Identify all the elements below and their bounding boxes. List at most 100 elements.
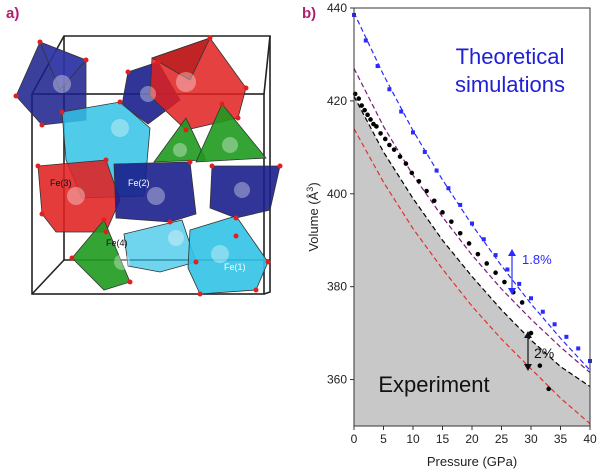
data-point bbox=[493, 270, 498, 276]
series-line-2 bbox=[353, 68, 591, 374]
series-line-4 bbox=[353, 95, 591, 388]
data-point bbox=[434, 168, 439, 173]
data-point bbox=[470, 221, 474, 226]
theory-label-line1: Theoretical bbox=[456, 44, 565, 69]
x-tick-label: 10 bbox=[406, 432, 420, 446]
data-point bbox=[375, 64, 380, 69]
blue-octahedron bbox=[209, 165, 281, 219]
data-point bbox=[440, 210, 445, 215]
data-point bbox=[424, 188, 429, 194]
data-point bbox=[374, 124, 379, 129]
data-point bbox=[540, 309, 545, 314]
y-axis-title: Volume (Å3) bbox=[305, 182, 321, 251]
red-octahedron-face bbox=[151, 37, 211, 81]
x-tick-label: 0 bbox=[351, 432, 358, 446]
x-tick-label: 15 bbox=[436, 432, 450, 446]
panel-a: a) bbox=[6, 5, 283, 297]
blue-octahedron bbox=[113, 161, 197, 223]
y-axis-title-main: Volume (Å bbox=[306, 191, 321, 251]
data-point bbox=[431, 198, 437, 204]
metal-atoms bbox=[53, 72, 250, 270]
data-point bbox=[449, 219, 454, 224]
data-point bbox=[564, 334, 569, 339]
arrowhead-up-icon bbox=[508, 249, 516, 256]
cyan-octahedron bbox=[123, 219, 197, 273]
x-tick-label: 30 bbox=[524, 432, 538, 446]
data-point bbox=[397, 154, 403, 159]
data-point bbox=[387, 87, 392, 92]
data-point bbox=[517, 281, 522, 286]
site-label-fe1: Fe(1) bbox=[224, 262, 246, 272]
data-point bbox=[411, 130, 415, 135]
data-point bbox=[537, 363, 543, 368]
x-tick-label: 40 bbox=[583, 432, 597, 446]
data-point bbox=[446, 186, 451, 191]
panel-b-label: b) bbox=[302, 5, 316, 22]
annotation-2-label: 2% bbox=[534, 345, 554, 361]
green-tetrahedron bbox=[153, 117, 207, 163]
data-point bbox=[378, 131, 383, 136]
data-point bbox=[505, 267, 510, 272]
data-point bbox=[399, 109, 404, 114]
tick-layer: 0 5 10 15 20 25 30 35 40 360 380 400 420 440 bbox=[327, 1, 597, 446]
y-axis-title-end: ) bbox=[306, 182, 321, 186]
data-point bbox=[484, 261, 490, 266]
y-tick-label: 440 bbox=[327, 1, 347, 15]
series-layer bbox=[352, 12, 592, 425]
data-point bbox=[466, 241, 472, 246]
data-point bbox=[363, 38, 368, 43]
x-tick-label: 5 bbox=[380, 432, 387, 446]
site-label-fe2: Fe(2) bbox=[128, 178, 150, 188]
data-point bbox=[365, 112, 370, 118]
data-point bbox=[493, 253, 498, 258]
data-point bbox=[475, 251, 481, 257]
data-point bbox=[409, 170, 415, 176]
data-point bbox=[416, 178, 422, 184]
data-point bbox=[576, 346, 581, 351]
data-point bbox=[529, 296, 533, 301]
y-tick-label: 400 bbox=[327, 187, 347, 201]
data-point bbox=[502, 279, 507, 285]
data-point bbox=[458, 202, 463, 207]
arrowhead-down-icon bbox=[508, 288, 516, 295]
atoms bbox=[13, 35, 283, 297]
experiment-label: Experiment bbox=[378, 372, 489, 397]
blue-octahedron-face bbox=[39, 41, 87, 91]
y-tick-label: 380 bbox=[327, 280, 347, 294]
data-point bbox=[356, 96, 362, 101]
panel-b: b) 0 5 10 15 20 25 30 35 40 360 380 400 420 440 Press… bbox=[302, 1, 597, 469]
annotation-1-8-percent: 1.8% bbox=[508, 249, 552, 295]
data-point bbox=[422, 149, 427, 154]
data-point bbox=[457, 230, 463, 236]
arrowhead-up-icon bbox=[524, 331, 532, 338]
data-point bbox=[359, 103, 364, 108]
data-point bbox=[552, 322, 557, 327]
data-point bbox=[387, 142, 392, 148]
data-point bbox=[382, 136, 388, 142]
green-tetrahedron bbox=[195, 103, 267, 163]
x-axis-title: Pressure (GPa) bbox=[427, 454, 517, 469]
x-tick-label: 35 bbox=[554, 432, 568, 446]
data-point bbox=[403, 161, 409, 166]
y-tick-label: 360 bbox=[327, 373, 347, 387]
data-point bbox=[481, 237, 486, 242]
annotation-2-percent: 2% bbox=[524, 331, 554, 371]
y-tick-label: 420 bbox=[327, 94, 347, 108]
theory-label-line2: simulations bbox=[455, 72, 565, 97]
data-point bbox=[519, 300, 525, 305]
x-tick-label: 20 bbox=[465, 432, 479, 446]
site-label-fe3: Fe(3) bbox=[50, 178, 72, 188]
y-axis-title-sup: 3 bbox=[305, 187, 315, 192]
data-point bbox=[546, 386, 551, 392]
data-point bbox=[368, 117, 373, 122]
x-tick-label: 25 bbox=[495, 432, 509, 446]
experiment-fill-area bbox=[354, 96, 590, 426]
arrowhead-down-icon bbox=[524, 364, 532, 371]
panel-a-label: a) bbox=[6, 5, 19, 22]
site-label-fe4: Fe(4) bbox=[106, 238, 128, 248]
annotation-1-8-label: 1.8% bbox=[522, 252, 552, 267]
polyhedra bbox=[15, 37, 281, 295]
data-point bbox=[391, 147, 397, 152]
data-point bbox=[362, 107, 367, 113]
